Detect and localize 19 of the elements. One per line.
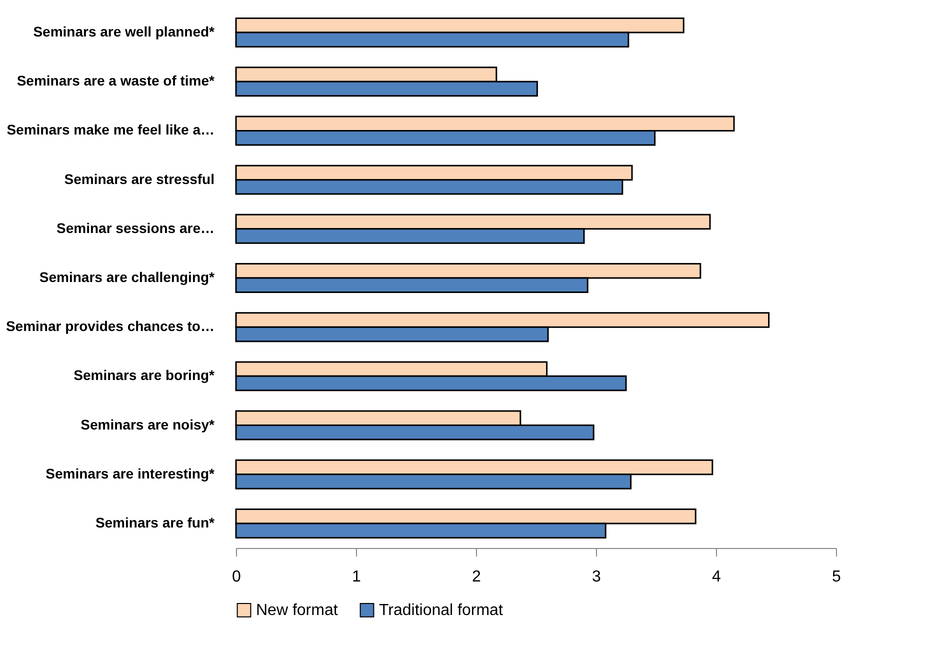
x-tick-label: 1 <box>352 568 362 586</box>
y-tick-label: Seminars are boring* <box>74 367 216 384</box>
y-tick-label: Seminars are challenging* <box>39 269 216 285</box>
y-tick-label: Seminars are noisy* <box>80 416 216 432</box>
y-tick-label: Seminars are stressful <box>64 170 214 187</box>
y-tick-label: Seminars are interesting* <box>46 465 216 482</box>
x-tick-label: 0 <box>232 568 242 586</box>
y-tick-label: Seminar provides chances to… <box>6 318 214 334</box>
y-tick-label: Seminars are well planned* <box>33 24 216 40</box>
y-tick-label: Seminars are a waste of time* <box>16 72 216 89</box>
x-tick-label: 4 <box>712 568 722 586</box>
y-tick-label: Seminars make me feel like a… <box>6 122 214 138</box>
y-tick-label: Seminars are fun* <box>95 514 216 530</box>
x-tick-label: 2 <box>472 568 482 586</box>
y-tick-label: Seminar sessions are… <box>56 220 214 236</box>
legend-label: Traditional format <box>379 602 504 620</box>
x-tick-label: 3 <box>592 568 602 586</box>
legend-label: New format <box>256 602 338 620</box>
x-tick-label: 5 <box>832 568 842 586</box>
